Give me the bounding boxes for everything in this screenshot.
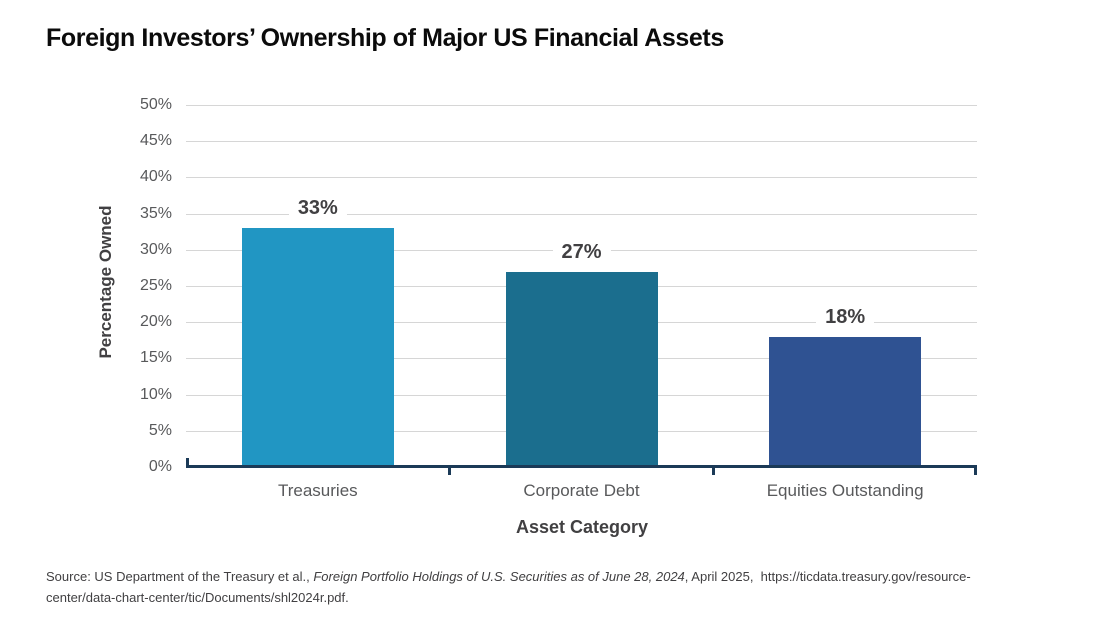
bar-equities-outstanding <box>769 336 922 466</box>
x-tick-label: Corporate Debt <box>523 481 640 500</box>
gridline <box>186 105 977 106</box>
bar-value-label: 18% <box>816 305 875 329</box>
gridline <box>186 213 977 215</box>
source-url: , April 2025, https://ticdata.treasury.g… <box>684 569 971 584</box>
x-tick-label: Treasuries <box>277 481 358 500</box>
x-axis-tick <box>711 468 715 475</box>
source-note: Source: US Department of the Treasury et… <box>46 566 971 608</box>
bar-treasuries <box>241 228 394 466</box>
gridline <box>186 177 977 179</box>
x-tick-label: Equities Outstanding <box>766 481 924 500</box>
x-axis-end-cap-left <box>186 458 189 465</box>
y-tick-label: 15% <box>139 349 172 367</box>
y-tick-label: 35% <box>139 204 172 222</box>
y-tick-label: 5% <box>148 421 172 439</box>
x-axis-end-cap-right <box>974 468 977 475</box>
source-line-2: center/data-chart-center/tic/Documents/s… <box>46 590 349 605</box>
source-prefix: Source: US Department of the Treasury et… <box>46 569 314 584</box>
y-tick-label: 45% <box>139 132 172 150</box>
y-tick-label: 50% <box>139 96 172 113</box>
x-axis-tick <box>448 468 452 475</box>
source-citation-italic: Foreign Portfolio Holdings of U.S. Secur… <box>313 569 685 584</box>
y-tick-label: 10% <box>139 385 172 403</box>
bar-corporate-debt <box>505 271 658 466</box>
y-axis-title: Percentage Owned <box>96 205 115 359</box>
chart-title: Foreign Investors’ Ownership of Major US… <box>46 24 724 52</box>
y-tick-label: 20% <box>139 313 172 331</box>
y-tick-label: 40% <box>139 168 172 186</box>
x-axis-line <box>186 465 977 468</box>
y-tick-label: 30% <box>139 240 172 258</box>
bar-value-label: 33% <box>288 197 347 221</box>
x-axis-title: Asset Category <box>515 517 649 537</box>
gridline <box>186 141 977 143</box>
bar-value-label: 27% <box>552 240 611 264</box>
y-tick-label: 25% <box>139 277 172 294</box>
y-tick-label: 0% <box>148 458 172 475</box>
source-line-1: Source: US Department of the Treasury et… <box>46 566 971 587</box>
